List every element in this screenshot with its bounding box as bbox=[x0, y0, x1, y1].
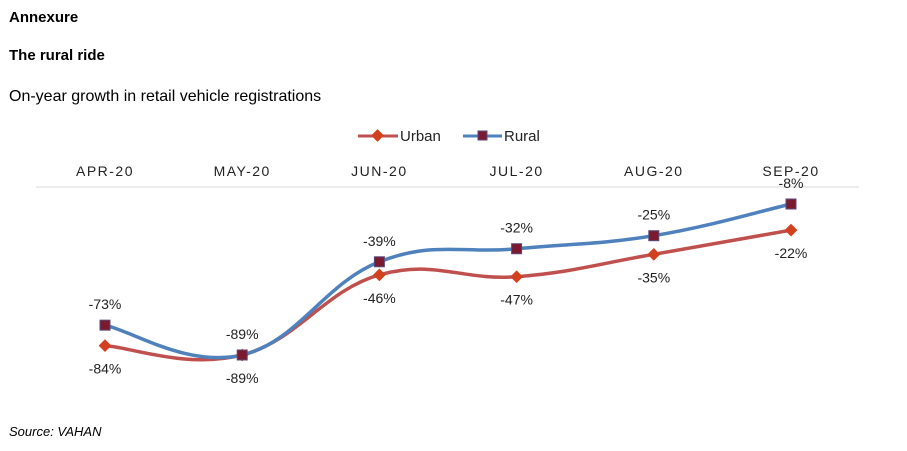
rural-point bbox=[373, 256, 385, 268]
urban-data-label: -84% bbox=[89, 361, 122, 377]
x-tick-label: MAY-20 bbox=[214, 163, 271, 179]
legend-urban-marker bbox=[371, 129, 384, 142]
urban-data-label: -89% bbox=[226, 370, 259, 386]
urban-point bbox=[647, 247, 661, 261]
rural-point bbox=[648, 230, 660, 242]
x-tick-label: JUN-20 bbox=[351, 163, 407, 179]
x-tick-label: SEP-20 bbox=[762, 163, 819, 179]
rural-data-label: -73% bbox=[89, 296, 122, 312]
legend: Urban Rural bbox=[358, 128, 540, 145]
rural-data-label: -39% bbox=[363, 233, 396, 249]
rural-data-label: -89% bbox=[226, 326, 259, 342]
urban-point bbox=[510, 270, 523, 284]
x-tick-label: JUL-20 bbox=[490, 163, 544, 179]
rural-point bbox=[236, 349, 248, 361]
rural-data-label: -25% bbox=[637, 207, 670, 223]
urban-data-label: -35% bbox=[637, 269, 670, 285]
source-note: Source: VAHAN bbox=[9, 424, 102, 439]
urban-data-label: -46% bbox=[363, 290, 396, 306]
rural-point bbox=[511, 243, 523, 255]
x-tick-label: APR-20 bbox=[76, 163, 134, 179]
urban-point bbox=[373, 268, 386, 282]
rural-data-label: -8% bbox=[779, 175, 804, 191]
rural-point bbox=[785, 198, 797, 210]
legend-rural-marker bbox=[477, 130, 488, 141]
rural-series-line bbox=[104, 202, 792, 360]
urban-point bbox=[98, 339, 112, 353]
legend-rural-label: Rural bbox=[504, 128, 540, 145]
x-tick-label: AUG-20 bbox=[624, 163, 684, 179]
urban-point bbox=[784, 223, 798, 237]
section-heading: Annexure bbox=[9, 9, 79, 26]
urban-data-label: -22% bbox=[775, 245, 808, 261]
rural-point bbox=[99, 319, 111, 331]
chart-subtitle: On-year growth in retail vehicle registr… bbox=[9, 88, 322, 105]
rural-data-label: -32% bbox=[500, 220, 533, 236]
urban-data-label: -47% bbox=[500, 292, 533, 308]
chart-title: The rural ride bbox=[9, 47, 105, 64]
legend-urban-label: Urban bbox=[400, 128, 441, 145]
